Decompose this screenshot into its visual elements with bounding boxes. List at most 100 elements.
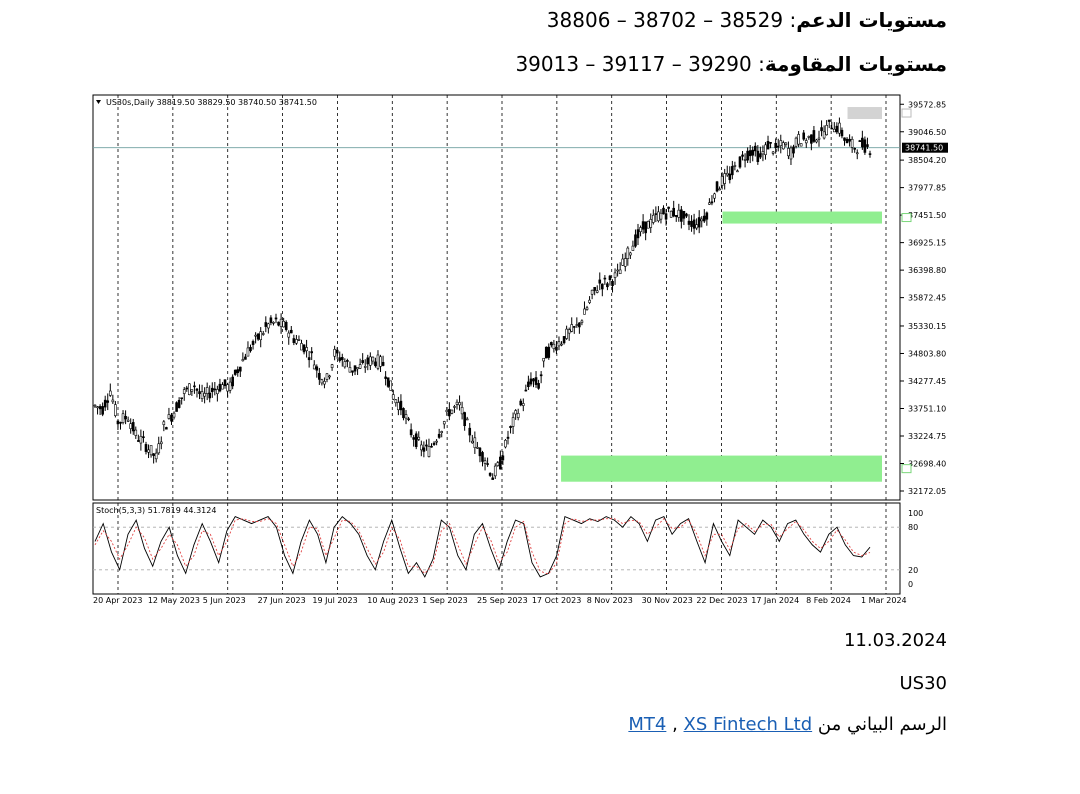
candle-body [346, 360, 349, 362]
candle-body [644, 221, 647, 234]
candle-body [448, 409, 451, 417]
candle-body [289, 329, 293, 334]
candle-body [195, 388, 199, 391]
candle-body [850, 138, 854, 148]
demand-zone [722, 211, 882, 224]
x-tick-label: 30 Nov 2023 [642, 596, 693, 605]
candle-body [557, 341, 561, 347]
candle-body [855, 152, 859, 155]
candle-body [820, 127, 823, 132]
candle-body [537, 383, 540, 389]
x-tick-label: 8 Nov 2023 [587, 596, 633, 605]
demand-zone [561, 455, 882, 482]
candle-body [249, 346, 252, 352]
candle-body [565, 328, 568, 339]
candle-body [562, 336, 566, 344]
candle-body [858, 140, 862, 142]
last-price-box [902, 142, 948, 153]
xs-fintech-link[interactable]: XS Fintech Ltd [683, 714, 813, 735]
y-tick-label: 32172.05 [908, 487, 946, 496]
last-price-label: 38741.50 [905, 144, 943, 153]
resistance-label: مستويات المقاومة [764, 52, 947, 76]
candle-body [616, 269, 619, 272]
candle-body [868, 153, 872, 155]
candle-body [521, 403, 525, 406]
x-tick-label: 8 Feb 2024 [806, 596, 851, 605]
candle-body [532, 378, 535, 382]
candle-body [843, 137, 846, 141]
candle-body [713, 193, 716, 199]
candle-body [784, 142, 788, 145]
candle-body [198, 391, 201, 395]
candle-body [787, 148, 790, 157]
resistance-levels-line: مستويات المقاومة: 39013 – 39117 – 39290 [515, 52, 947, 76]
candle-body [376, 354, 380, 369]
candle-body [101, 406, 104, 415]
candle-body [759, 153, 762, 158]
candle-body [583, 308, 586, 315]
candle-body [353, 365, 357, 372]
candle-body [371, 356, 375, 362]
candle-body [542, 357, 545, 362]
candle-body [279, 318, 283, 327]
candle-body [812, 130, 816, 142]
candle-body [114, 404, 117, 416]
candle-body [228, 381, 232, 391]
candle-body [471, 440, 474, 444]
candle-body [399, 400, 403, 411]
main-plot-frame [92, 94, 901, 501]
candle-body [830, 127, 834, 130]
candle-body [845, 138, 849, 144]
candle-body [343, 361, 347, 368]
candle-body [741, 154, 744, 157]
candle-body [733, 165, 737, 167]
candle-body [580, 320, 584, 323]
candle-body [129, 423, 132, 429]
candle-body [325, 373, 329, 380]
candle-body [318, 372, 321, 380]
mt4-link[interactable]: MT4 [628, 714, 667, 735]
candle-body [312, 364, 316, 370]
candle-body [659, 212, 663, 220]
candle-body [455, 401, 459, 405]
candle-body [774, 142, 777, 149]
candle-body [300, 343, 303, 351]
candle-body [519, 400, 523, 406]
y-tick-label: 36925.15 [908, 239, 946, 248]
chart-menu-arrow [96, 100, 101, 104]
candle-body [555, 346, 558, 351]
candle-body [254, 334, 257, 337]
candle-body [435, 440, 438, 443]
support-values: 38806 – 38702 – 38529 [546, 8, 784, 32]
candle-body [366, 357, 370, 365]
stoch-y-tick-label: 20 [908, 566, 918, 575]
candle-body [718, 188, 721, 191]
x-tick-label: 10 Aug 2023 [367, 596, 418, 605]
candle-body [272, 321, 275, 324]
candle-body [414, 433, 418, 447]
candle-body [743, 159, 747, 161]
candle-body [381, 362, 385, 366]
candle-body [126, 419, 130, 422]
candle-body [544, 346, 548, 359]
candle-body [736, 170, 739, 173]
candle-body [374, 361, 377, 367]
candle-body [453, 406, 456, 408]
candle-body [634, 234, 637, 247]
candle-body [165, 427, 168, 430]
candle-body [131, 422, 135, 432]
instrument-symbol: US30 [899, 673, 947, 694]
candle-body [491, 477, 494, 480]
candle-body [152, 453, 155, 457]
y-tick-label: 35330.15 [908, 322, 946, 331]
stoch-main-line [94, 515, 871, 578]
candle-body [499, 456, 502, 470]
candle-body [307, 357, 311, 361]
candle-body [259, 331, 263, 341]
candle-body [432, 442, 436, 445]
candle-body [116, 420, 120, 425]
candle-body [598, 279, 602, 284]
candle-body [797, 134, 800, 145]
x-tick-label: 22 Dec 2023 [696, 596, 747, 605]
candle-body [611, 280, 614, 287]
